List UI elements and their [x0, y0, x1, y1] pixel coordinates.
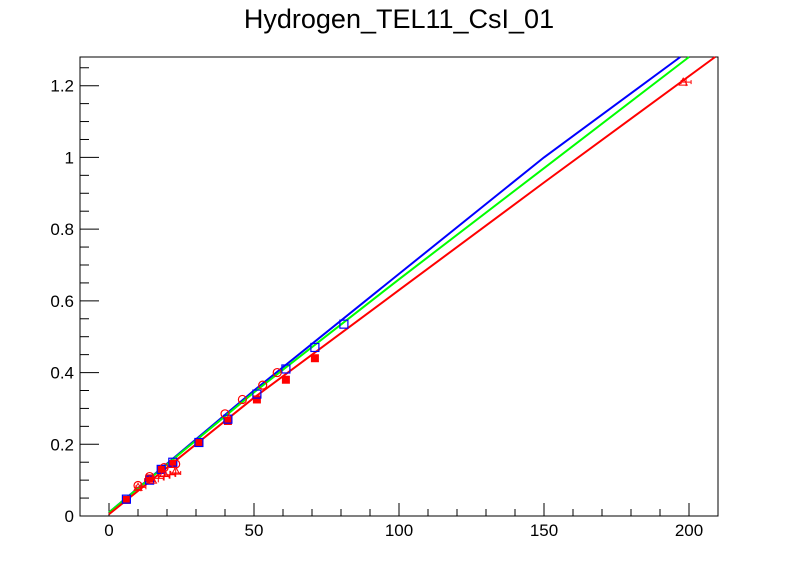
x-tick-label: 200 [675, 521, 703, 540]
data-point [194, 438, 203, 447]
data-point [252, 395, 261, 404]
data-point [194, 437, 204, 448]
curve-line [108, 56, 716, 515]
x-tick-label: 50 [245, 521, 264, 540]
data-point [252, 389, 262, 399]
data-point [220, 409, 230, 419]
data-point [281, 364, 291, 374]
y-tick-label: 0 [65, 507, 74, 526]
data-point [157, 465, 166, 474]
x-tick-label: 0 [104, 521, 113, 540]
data-point [281, 375, 290, 384]
data-point [310, 354, 319, 363]
x-tick-label: 100 [385, 521, 413, 540]
data-point [121, 494, 132, 504]
data-point [258, 380, 268, 390]
curve-line [108, 56, 690, 514]
y-tick-label: 0.8 [50, 220, 74, 239]
data-point [272, 367, 282, 378]
y-tick-label: 0.2 [50, 435, 74, 454]
data-point [223, 414, 233, 424]
data-point [339, 319, 349, 329]
data-point [237, 394, 247, 405]
data-point [310, 342, 320, 353]
data-point [168, 460, 177, 469]
y-tick-label: 0.4 [50, 364, 74, 383]
data-point [159, 462, 169, 473]
y-tick-label: 1.2 [50, 77, 74, 96]
x-tick-label: 150 [530, 521, 558, 540]
chart-title: Hydrogen_TEL11_CsI_01 [243, 4, 555, 34]
data-point [223, 416, 232, 425]
y-tick-label: 1 [65, 148, 74, 167]
y-tick-label: 0.6 [50, 292, 74, 311]
data-point [122, 495, 131, 504]
data-point [133, 480, 143, 491]
